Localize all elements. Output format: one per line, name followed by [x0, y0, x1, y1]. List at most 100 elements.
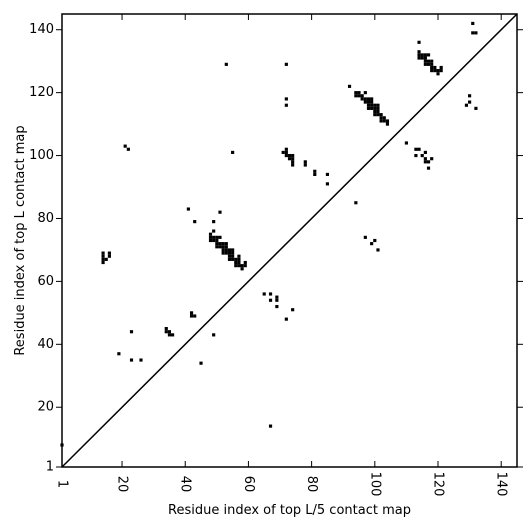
x-tick-label: 40 [178, 476, 193, 493]
y-tick-label: 140 [29, 22, 54, 37]
contact-point [208, 232, 213, 236]
contact-point [420, 153, 424, 158]
contact-point [212, 333, 216, 337]
y-tick-label: 120 [29, 85, 54, 100]
y-tick-label: 60 [37, 274, 54, 289]
contact-point [370, 106, 374, 110]
contact-point [284, 97, 288, 101]
contact-point [360, 97, 364, 101]
contact-point [291, 308, 295, 312]
x-axis-label: Residue index of top L/5 contact map [168, 503, 411, 518]
contact-point [433, 69, 437, 73]
contact-point [231, 150, 235, 154]
contact-point [379, 116, 383, 120]
contact-point [227, 248, 232, 252]
contact-point [468, 94, 472, 98]
contact-point [433, 65, 437, 70]
contact-point [363, 235, 367, 239]
contact-point [417, 53, 421, 57]
contact-point [129, 358, 134, 362]
contact-point [218, 235, 222, 239]
y-tick-label: 40 [37, 337, 54, 352]
contact-point [240, 267, 244, 271]
contact-point [366, 106, 371, 110]
contact-point [426, 166, 431, 170]
contact-point [291, 157, 295, 161]
x-axis-ticks: 1 20 40 60 80 100 120 140 [55, 14, 509, 496]
y-tick-label: 1 [46, 460, 54, 475]
contact-point [275, 295, 279, 299]
contact-point [215, 245, 219, 249]
contact-point [439, 69, 443, 73]
contact-point [404, 141, 408, 145]
x-tick-label: 80 [304, 476, 319, 493]
contact-point [101, 254, 105, 258]
contact-point [423, 157, 427, 161]
contact-point [193, 314, 197, 318]
contact-point [164, 330, 168, 334]
contact-point [376, 109, 380, 114]
contact-point [436, 72, 440, 76]
y-tick-label: 100 [29, 148, 54, 163]
contact-point [414, 153, 418, 158]
contact-point [227, 257, 232, 261]
contact-point [325, 172, 329, 177]
contact-point [370, 103, 374, 107]
contact-point [382, 116, 386, 120]
contact-point [474, 106, 478, 110]
contact-point [373, 113, 377, 117]
contact-point [237, 264, 241, 268]
contact-point [189, 314, 194, 318]
contact-point [303, 160, 307, 164]
contact-point [436, 69, 440, 73]
contact-point [224, 245, 228, 249]
contact-point [430, 69, 434, 73]
contact-point [284, 62, 288, 66]
contact-point [126, 147, 130, 151]
contact-point [284, 150, 288, 154]
contact-point [104, 257, 108, 261]
contact-point [227, 254, 232, 258]
contact-point [189, 311, 194, 315]
contact-point [420, 56, 424, 60]
x-tick-label: 1 [55, 480, 70, 488]
contact-point [212, 220, 216, 224]
contact-point [347, 84, 352, 88]
contact-point [284, 317, 288, 321]
contact-point [237, 260, 241, 265]
contact-point [167, 330, 172, 334]
contact-point [117, 352, 121, 356]
contact-point [430, 62, 434, 66]
contact-point [382, 119, 386, 123]
contact-point [287, 157, 292, 161]
contact-point [468, 100, 472, 104]
contact-point [243, 264, 247, 268]
contact-point [212, 235, 216, 239]
contact-point [474, 31, 478, 35]
contact-point [234, 260, 238, 265]
contact-point [221, 242, 225, 246]
contact-point [291, 160, 295, 164]
contact-point [366, 103, 371, 107]
contact-point [227, 251, 232, 255]
contact-point [231, 257, 235, 261]
contact-point [268, 424, 273, 428]
contact-point [464, 103, 469, 107]
contact-point [376, 248, 380, 252]
contact-point [186, 207, 190, 211]
contact-point [284, 153, 288, 158]
contact-point [101, 257, 105, 261]
y-tick-label: 80 [37, 211, 54, 226]
contact-point [268, 292, 273, 296]
contact-point [107, 251, 111, 255]
contact-point [139, 358, 143, 362]
contact-point [262, 292, 266, 296]
contact-point [363, 100, 367, 104]
contact-point [221, 245, 225, 249]
contact-point [471, 21, 475, 26]
contact-point [379, 119, 383, 123]
contact-point [291, 163, 295, 167]
contact-point [420, 53, 424, 57]
contact-point [164, 327, 168, 331]
contact-point [376, 103, 380, 107]
